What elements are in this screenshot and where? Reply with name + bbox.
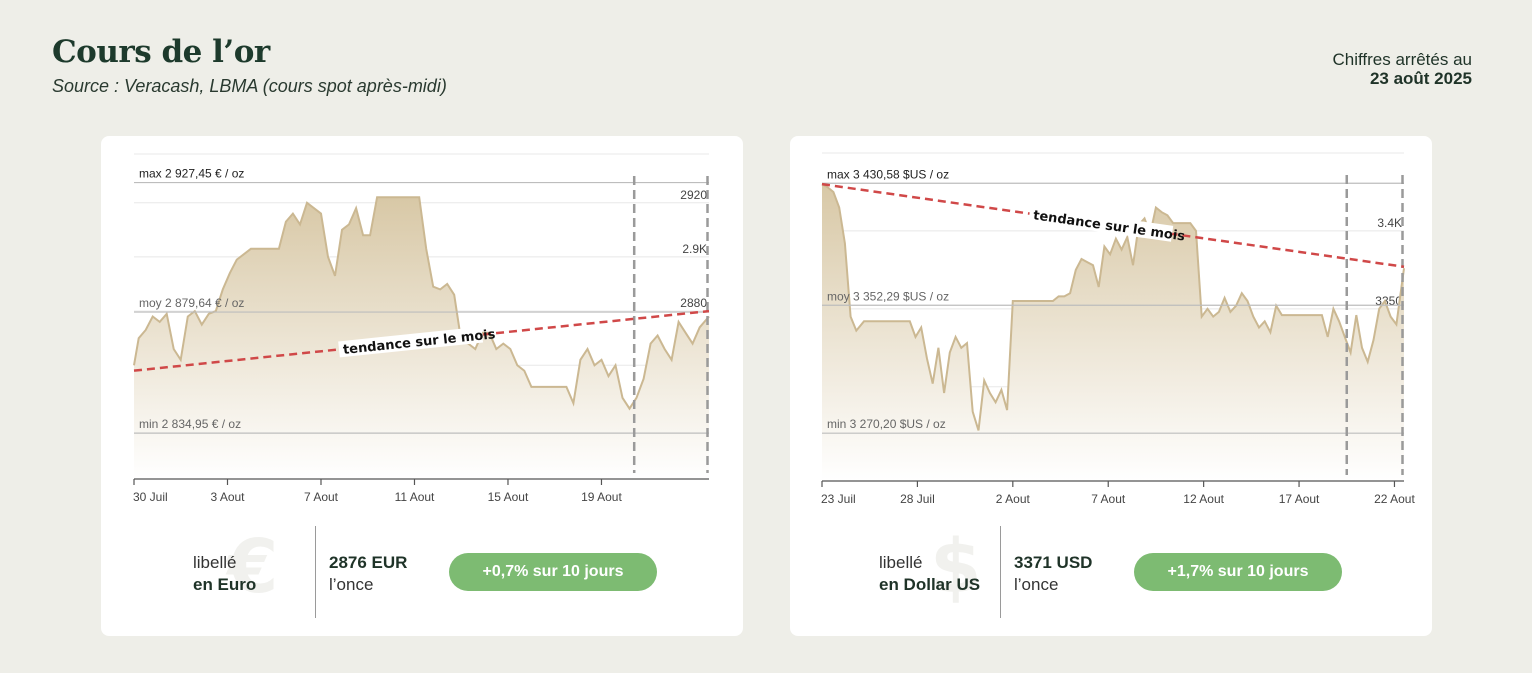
x-tick-label: 3 Aout [210,490,245,504]
price-block-eur: 2876 EUR l’once [329,552,407,596]
reference-label: moy 2 879,64 € / oz [139,296,244,310]
price-value: 2876 EUR [329,553,408,572]
change-badge-eur: +0,7% sur 10 jours [449,553,657,591]
x-tick-label: 7 Aout [1091,492,1126,506]
x-tick-label: 2 Aout [996,492,1031,506]
label-prefix: libellé [879,553,923,572]
page-subtitle: Source : Veracash, LBMA (cours spot aprè… [52,76,447,96]
price-unit: l’once [1014,575,1059,594]
x-tick-label: 15 Aout [488,490,529,504]
currency-label-eur: libellé en Euro [193,552,256,596]
x-tick-label: 12 Aout [1183,492,1224,506]
change-badge-usd: +1,7% sur 10 jours [1134,553,1342,591]
trend-label-bg [1028,205,1174,242]
currency-name: en Dollar US [879,575,981,594]
reference-label: min 3 270,20 $US / oz [827,417,946,431]
page-title: Cours de l’or [52,34,270,70]
price-line [133,196,710,411]
price-value: 3371 USD [1014,553,1093,572]
card-footer-usd: $ libellé en Dollar US 3371 USD l’once +… [790,524,1432,618]
x-tick-label: 23 Juil [821,492,856,506]
as-of-block: Chiffres arrêtés au 23 août 2025 [1332,50,1472,88]
as-of-label: Chiffres arrêtés au [1332,50,1472,69]
reference-label: max 3 430,58 $US / oz [827,167,949,181]
footer-divider [1000,526,1001,618]
trend-label-bg [338,326,484,358]
label-prefix: libellé [193,553,237,572]
euro-symbol-icon: € [227,524,279,610]
price-block-usd: 3371 USD l’once [1014,552,1092,596]
currency-label-usd: libellé en Dollar US [879,552,980,596]
card-footer-eur: € libellé en Euro 2876 EUR l’once +0,7% … [101,524,743,618]
x-tick-label: 30 Juil [133,490,168,504]
price-unit: l’once [329,575,374,594]
reference-label: moy 3 352,29 $US / oz [827,289,949,303]
x-tick-label: 22 Aout [1374,492,1415,506]
y-tick-label: 3.4K [1377,216,1402,230]
y-tick-label: 2920 [680,188,707,202]
x-tick-label: 28 Juil [900,492,935,506]
x-tick-label: 11 Aout [395,490,435,504]
y-tick-label: 2880 [680,296,707,310]
y-tick-label: 2.9K [682,242,707,256]
currency-name: en Euro [193,575,257,594]
x-tick-label: 7 Aout [304,490,339,504]
price-line [821,183,1405,431]
price-area [822,184,1404,481]
as-of-date: 23 août 2025 [1369,69,1472,88]
x-tick-label: 17 Aout [1279,492,1320,506]
reference-label: max 2 927,45 € / oz [139,167,244,181]
dollar-symbol-icon: $ [930,524,982,610]
x-tick-label: 19 Aout [581,490,622,504]
reference-label: min 2 834,95 € / oz [139,417,241,431]
footer-divider [315,526,316,618]
